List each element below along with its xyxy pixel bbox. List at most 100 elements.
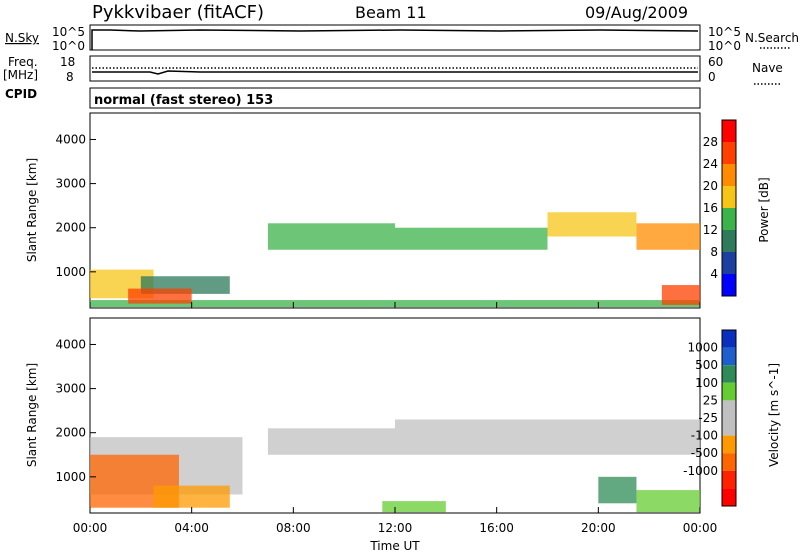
velocity-colorbar-tick: -25 bbox=[698, 411, 718, 425]
power-ytick-label: 4000 bbox=[55, 132, 86, 146]
velocity-band-1 bbox=[395, 419, 700, 455]
x-tick-label: 00:00 bbox=[683, 521, 718, 535]
x-tick-label: 00:00 bbox=[73, 521, 108, 535]
power-colorbar-swatch bbox=[722, 230, 736, 252]
velocity-ytick-label: 2000 bbox=[55, 426, 86, 440]
nsky-panel-frame bbox=[89, 24, 701, 51]
freq-right-bottom-tick: 0 bbox=[708, 70, 716, 84]
date-title: 09/Aug/2009 bbox=[585, 3, 688, 22]
power-y-ticks: 1000 2000 3000 4000 bbox=[55, 132, 96, 279]
velocity-colorbar-swatch bbox=[722, 435, 736, 454]
cpid-label: CPID bbox=[5, 87, 37, 101]
power-colorbar-swatch bbox=[722, 208, 736, 230]
freq-right-top-tick: 60 bbox=[708, 55, 723, 69]
power-colorbar-swatch bbox=[722, 164, 736, 186]
velocity-colorbar-tick: 500 bbox=[695, 358, 718, 372]
cpid-row-frame bbox=[89, 87, 701, 109]
power-colorbar-swatch bbox=[722, 274, 736, 296]
velocity-colorbar-swatch bbox=[722, 347, 736, 366]
velocity-y-axis-label: Slant Range [km] bbox=[25, 363, 39, 467]
power-colorbar-swatch bbox=[722, 252, 736, 274]
x-tick-label: 08:00 bbox=[276, 521, 311, 535]
power-ytick-label: 3000 bbox=[55, 177, 86, 191]
velocity-colorbar-swatch bbox=[722, 418, 736, 436]
velocity-band-0 bbox=[267, 428, 395, 455]
power-colorbar-swatch bbox=[722, 186, 736, 208]
power-band-8 bbox=[661, 285, 700, 305]
velocity-panel: 1000 2000 3000 4000 Slant Range [km] bbox=[25, 317, 701, 514]
velocity-colorbar-tick: -1000 bbox=[683, 464, 718, 478]
nsky-left-bottom-tick: 10^0 bbox=[52, 39, 85, 53]
power-band-6 bbox=[547, 212, 637, 237]
power-band-3 bbox=[128, 288, 192, 304]
power-band-7 bbox=[636, 223, 700, 250]
nsearch-label: N.Search bbox=[745, 31, 799, 45]
power-band-4 bbox=[267, 223, 395, 250]
freq-label-line1: Freq. bbox=[8, 55, 38, 69]
velocity-scatter bbox=[90, 419, 700, 513]
power-ytick-label: 2000 bbox=[55, 221, 86, 235]
velocity-band-5 bbox=[382, 501, 446, 513]
velocity-colorbar-swatch bbox=[722, 382, 736, 401]
power-colorbar-tick: 8 bbox=[710, 245, 718, 259]
freq-label-line2: [MHz] bbox=[3, 68, 38, 82]
x-tick-label: 16:00 bbox=[479, 521, 514, 535]
freq-left-top-tick: 18 bbox=[60, 55, 75, 69]
velocity-colorbar-swatch bbox=[722, 470, 736, 489]
power-y-axis-label: Slant Range [km] bbox=[25, 158, 39, 262]
velocity-colorbar-tick: 100 bbox=[695, 376, 718, 390]
power-colorbar-tick: 4 bbox=[710, 267, 718, 281]
velocity-ytick-label: 3000 bbox=[55, 382, 86, 396]
power-colorbar-swatch bbox=[722, 142, 736, 164]
power-colorbar-tick: 24 bbox=[703, 157, 718, 171]
x-tick-label: 12:00 bbox=[378, 521, 413, 535]
nsky-right-bottom-tick: 10^0 bbox=[708, 39, 741, 53]
velocity-colorbar-tick: 1000 bbox=[687, 341, 718, 355]
nave-label: Nave bbox=[752, 61, 783, 75]
power-panel: 1000 2000 3000 4000 Slant Range [km] bbox=[25, 112, 701, 309]
power-colorbar-frame bbox=[721, 119, 737, 297]
power-colorbar-label: Power [dB] bbox=[757, 177, 771, 242]
velocity-colorbar-swatch bbox=[722, 488, 736, 506]
velocity-ytick-label: 4000 bbox=[55, 337, 86, 351]
velocity-colorbar-tick: 25 bbox=[703, 393, 718, 407]
time-x-ticks: 00:00 04:00 08:00 12:00 16:00 20:00 00:00 bbox=[73, 302, 718, 535]
nsky-label: N.Sky bbox=[5, 31, 39, 45]
velocity-colorbar-tick: -500 bbox=[691, 446, 718, 460]
x-tick-label: 04:00 bbox=[174, 521, 209, 535]
nsky-right-top-tick: 10^5 bbox=[708, 25, 741, 39]
power-colorbar-tick: 28 bbox=[703, 135, 718, 149]
nsky-left-top-tick: 10^5 bbox=[52, 25, 85, 39]
velocity-band-4 bbox=[153, 485, 230, 508]
velocity-colorbar: 1000 500 100 25 -25 -100 -500 -1000 bbox=[683, 329, 737, 507]
power-band-5 bbox=[395, 227, 548, 250]
freq-panel-frame bbox=[89, 55, 701, 82]
velocity-colorbar-tick: -100 bbox=[691, 429, 718, 443]
x-axis-label: Time UT bbox=[369, 539, 420, 553]
velocity-colorbar-frame bbox=[721, 329, 737, 507]
power-colorbar: 4 8 12 16 20 24 28 bbox=[703, 119, 737, 297]
x-tick-label: 20:00 bbox=[581, 521, 616, 535]
velocity-ytick-label: 1000 bbox=[55, 470, 86, 484]
power-ytick-label: 1000 bbox=[55, 265, 86, 279]
freq-left-bottom-tick: 8 bbox=[66, 70, 74, 84]
velocity-y-ticks: 1000 2000 3000 4000 bbox=[55, 337, 96, 484]
freq-trace bbox=[92, 70, 698, 75]
velocity-colorbar-label: Velocity [m s^-1] bbox=[767, 363, 781, 467]
cpid-mode-text: normal (fast stereo) 153 bbox=[94, 93, 273, 108]
velocity-colorbar-swatch bbox=[722, 330, 736, 348]
nsky-trace bbox=[91, 29, 699, 50]
power-colorbar-swatch bbox=[722, 120, 736, 142]
power-colorbar-tick: 16 bbox=[703, 201, 718, 215]
station-title: Pykkvibaer (fitACF) bbox=[92, 2, 264, 23]
velocity-colorbar-swatch bbox=[722, 453, 736, 471]
power-colorbar-tick: 20 bbox=[703, 179, 718, 193]
velocity-colorbar-swatch bbox=[722, 400, 736, 418]
power-plot-frame bbox=[89, 112, 701, 309]
power-colorbar-tick: 12 bbox=[703, 223, 718, 237]
velocity-band-7 bbox=[636, 490, 700, 513]
velocity-colorbar-swatch bbox=[722, 365, 736, 383]
velocity-band-6 bbox=[598, 476, 637, 504]
beam-title: Beam 11 bbox=[355, 3, 427, 22]
